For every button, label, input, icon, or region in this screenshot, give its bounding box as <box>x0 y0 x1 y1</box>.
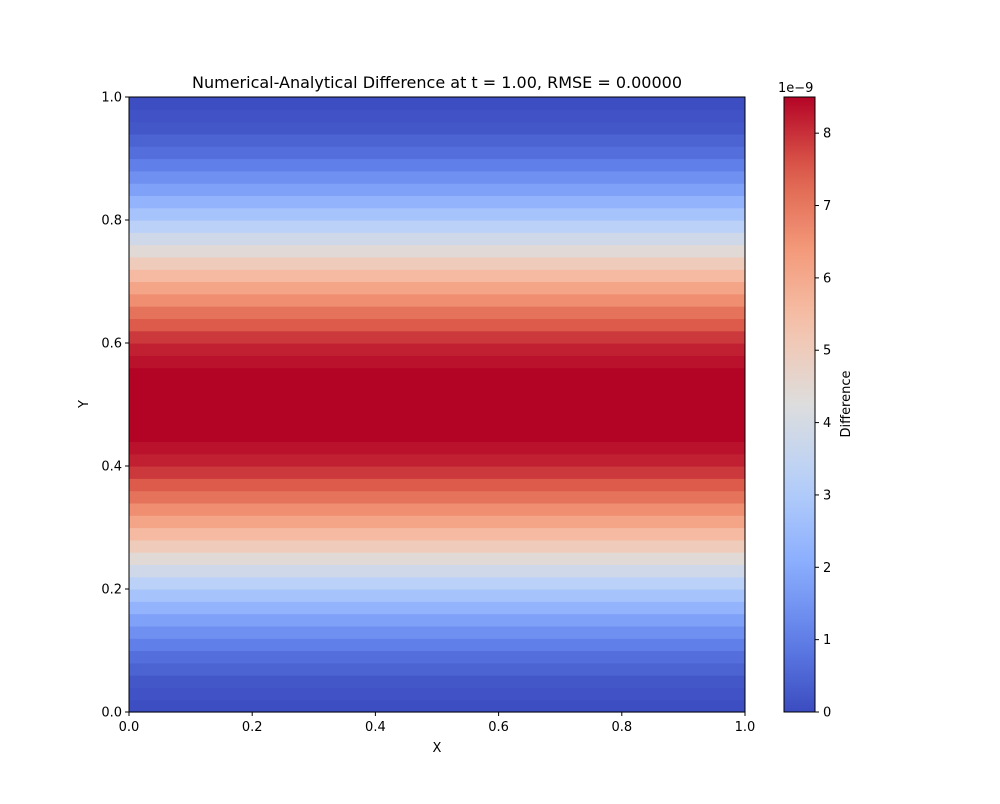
heatmap-band <box>129 170 745 184</box>
heatmap-band <box>129 121 745 135</box>
heatmap-band <box>129 355 745 369</box>
y-tick-label: 0.0 <box>101 706 122 721</box>
y-axis: 0.0 0.2 0.4 0.6 0.8 1.0 <box>101 91 129 721</box>
heatmap-band <box>129 478 745 492</box>
heatmap-band <box>129 502 745 516</box>
heatmap-band <box>129 490 745 504</box>
colorbar-offset-text: 1e−9 <box>778 81 813 96</box>
colorbar-tick-label: 2 <box>823 561 831 576</box>
heatmap-band <box>129 318 745 332</box>
heatmap-band <box>129 576 745 590</box>
heatmap-band <box>129 515 745 529</box>
colorbar-gradient <box>784 97 815 712</box>
heatmap-band <box>129 367 745 381</box>
heatmap-band <box>129 404 745 418</box>
heatmap-band <box>129 441 745 455</box>
heatmap-band <box>129 146 745 160</box>
y-tick-label: 0.4 <box>101 460 122 475</box>
heatmap-band <box>129 207 745 221</box>
y-axis-label: Y <box>77 400 92 409</box>
heatmap-band <box>129 625 745 639</box>
colorbar-label: Difference <box>839 370 854 437</box>
heatmap-band <box>129 195 745 209</box>
heatmap-band <box>129 293 745 307</box>
heatmap-band <box>129 650 745 664</box>
heatmap-band <box>129 392 745 406</box>
heatmap-band <box>129 109 745 123</box>
heatmap-band <box>129 256 745 270</box>
colorbar: 0 1 2 3 4 5 6 7 8 <box>783 96 831 721</box>
heatmap-band <box>129 330 745 344</box>
heatmap-band <box>129 269 745 283</box>
colorbar-tick-label: 0 <box>823 706 831 721</box>
heatmap-band <box>129 220 745 233</box>
colorbar-tick-label: 3 <box>823 488 831 503</box>
x-tick-label: 1.0 <box>735 720 756 735</box>
chart-title: Numerical-Analytical Difference at t = 1… <box>192 73 682 92</box>
heatmap-band <box>129 133 745 147</box>
colorbar-tick-label: 6 <box>823 271 831 286</box>
heatmap-band <box>129 601 745 615</box>
y-tick-label: 0.8 <box>101 214 122 229</box>
x-axis-label: X <box>433 741 442 756</box>
colorbar-tick-label: 7 <box>823 199 831 214</box>
y-tick-label: 0.2 <box>101 583 122 598</box>
heatmap-band <box>129 453 745 467</box>
y-tick-label: 1.0 <box>101 91 122 106</box>
x-tick-label: 0.6 <box>488 720 509 735</box>
heatmap-band <box>129 429 745 442</box>
heatmap-band <box>129 527 745 541</box>
heatmap-band <box>129 158 745 172</box>
heatmap-band <box>129 699 745 713</box>
colorbar-tick-label: 8 <box>823 127 831 142</box>
heatmap-band <box>129 687 745 701</box>
heatmap-band <box>129 564 745 578</box>
heatmap-band <box>129 638 745 652</box>
colorbar-tick-label: 4 <box>823 416 831 431</box>
heatmap-band <box>129 416 745 430</box>
heatmap-band <box>129 244 745 258</box>
heatmap-band <box>129 232 745 246</box>
heatmap-band <box>129 539 745 553</box>
heatmap-band <box>129 97 745 110</box>
heatmap-band <box>129 675 745 688</box>
heatmap-band <box>129 662 745 676</box>
heatmap-band <box>129 343 745 356</box>
x-axis: 0.0 0.2 0.4 0.6 0.8 1.0 <box>119 712 756 735</box>
heatmap-band <box>129 379 745 393</box>
heatmap-band <box>129 552 745 565</box>
x-tick-label: 0.2 <box>242 720 263 735</box>
colorbar-tick-label: 5 <box>823 344 831 359</box>
heatmap-band <box>129 613 745 627</box>
heatmap-band <box>129 281 745 295</box>
heatmap-band <box>129 589 745 602</box>
heatmap-band <box>129 183 745 196</box>
colorbar-tick-label: 1 <box>823 633 831 648</box>
plot-area <box>128 96 746 713</box>
x-tick-label: 0.8 <box>611 720 632 735</box>
heatmap-band <box>129 466 745 479</box>
plot-frame <box>128 96 746 713</box>
y-tick-label: 0.6 <box>101 337 122 352</box>
x-tick-label: 0.4 <box>365 720 386 735</box>
colorbar-frame <box>783 96 816 713</box>
x-tick-label: 0.0 <box>119 720 140 735</box>
heatmap-band <box>129 306 745 319</box>
